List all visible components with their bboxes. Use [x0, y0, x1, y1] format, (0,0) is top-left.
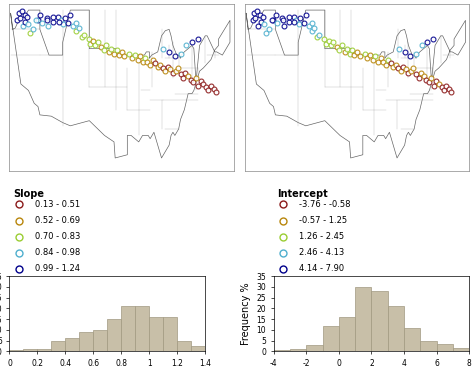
- Text: 4.14 - 7.90: 4.14 - 7.90: [299, 264, 344, 273]
- Bar: [322, 326, 339, 351]
- Bar: [355, 287, 372, 351]
- Bar: [9, 350, 23, 351]
- Bar: [372, 291, 388, 351]
- Text: Slope: Slope: [13, 189, 45, 199]
- Bar: [306, 345, 322, 351]
- Text: 1.26 - 2.45: 1.26 - 2.45: [299, 232, 344, 241]
- Text: 0.13 - 0.51: 0.13 - 0.51: [35, 200, 80, 209]
- Bar: [163, 317, 177, 351]
- Text: 2.46 - 4.13: 2.46 - 4.13: [299, 248, 344, 257]
- Bar: [177, 341, 191, 351]
- Bar: [437, 344, 453, 351]
- Text: -3.76 - -0.58: -3.76 - -0.58: [299, 200, 351, 209]
- Bar: [79, 332, 93, 351]
- Bar: [135, 306, 149, 351]
- Bar: [107, 319, 121, 351]
- Text: 0.70 - 0.83: 0.70 - 0.83: [35, 232, 80, 241]
- Text: Intercept: Intercept: [277, 189, 328, 199]
- Bar: [93, 330, 107, 351]
- Bar: [404, 328, 420, 351]
- Bar: [121, 306, 135, 351]
- Bar: [37, 349, 51, 351]
- Y-axis label: Frequency %: Frequency %: [241, 283, 251, 345]
- Text: 0.84 - 0.98: 0.84 - 0.98: [35, 248, 80, 257]
- Bar: [388, 306, 404, 351]
- Bar: [290, 349, 306, 351]
- Bar: [191, 346, 205, 351]
- Bar: [65, 339, 79, 351]
- Bar: [149, 317, 163, 351]
- Bar: [420, 341, 437, 351]
- Bar: [453, 348, 469, 351]
- Text: 0.99 - 1.24: 0.99 - 1.24: [35, 264, 80, 273]
- Bar: [339, 317, 355, 351]
- Bar: [23, 349, 37, 351]
- Text: 0.52 - 0.69: 0.52 - 0.69: [35, 216, 80, 225]
- Bar: [273, 350, 290, 351]
- Text: -0.57 - 1.25: -0.57 - 1.25: [299, 216, 347, 225]
- Bar: [51, 341, 65, 351]
